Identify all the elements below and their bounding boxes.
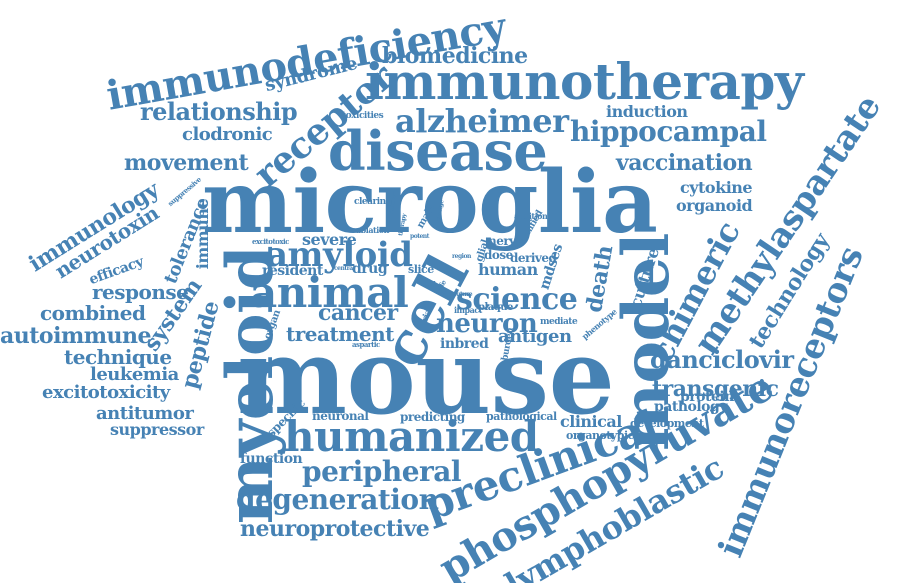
word-slice: slice — [408, 263, 434, 276]
word-biomedicine: biomedicine — [382, 43, 528, 69]
word-central: central — [334, 265, 355, 272]
word-toll: toll — [426, 281, 436, 288]
word-nerve: nerve — [488, 234, 523, 248]
word-impact: impact — [454, 305, 482, 315]
word-human: human — [478, 260, 538, 279]
word-hippocampal: hippocampal — [570, 115, 767, 148]
word-cytokine: cytokine — [680, 178, 753, 197]
word-vaccination: vaccination — [616, 150, 753, 176]
word-peripheral: peripheral — [302, 455, 462, 488]
word-combined: combined — [40, 301, 146, 325]
word-mediate: mediate — [540, 317, 578, 327]
word-cancer: cancer — [318, 300, 398, 326]
word-mouse: mouse — [237, 315, 615, 438]
word-pathology: pathology — [654, 399, 727, 415]
word-resident: resident — [262, 263, 323, 279]
word-treatment: treatment — [286, 322, 394, 346]
word-organotypic: organotypic — [566, 429, 634, 442]
word-aspartic: aspartic — [352, 340, 380, 349]
word-excitotoxic: excitotoxic — [252, 237, 289, 246]
word-inbred: inbred — [440, 336, 489, 352]
word-development: development — [630, 417, 704, 430]
word-neuronal: neuronal — [312, 409, 369, 423]
word-immunotherapy: immunotherapy — [365, 52, 804, 111]
word-pathological: pathological — [486, 410, 557, 423]
word-immune: immune — [193, 198, 213, 270]
word-predicting: predicting — [400, 410, 465, 424]
word-movement: movement — [124, 150, 249, 176]
word-severe: severe — [302, 230, 357, 249]
word-amyloid: amyloid — [266, 235, 413, 275]
word-antigen: antigen — [498, 326, 572, 347]
word-neuron: neuron — [436, 309, 538, 339]
word-organoid: organoid — [676, 196, 753, 215]
word-induction: induction — [606, 102, 688, 121]
word-disease: disease — [328, 119, 548, 183]
word-region: region — [452, 253, 471, 260]
word-leukemia: leukemia — [90, 364, 179, 385]
word-science: science — [456, 282, 578, 317]
word-transgenic: transgenic — [652, 376, 779, 402]
word-function: function — [240, 451, 303, 467]
word-clearing: clearing — [354, 197, 392, 207]
word-antitumor: antitumor — [96, 403, 194, 424]
word-neuroprotective: neuroprotective — [240, 516, 430, 542]
word-drug: drug — [352, 261, 388, 277]
word-plaque: plaque — [478, 302, 513, 313]
word-additional: additional — [514, 211, 555, 221]
word-dose: dose — [484, 248, 513, 262]
word-derived: derived — [510, 251, 557, 265]
word-response: response — [92, 280, 189, 304]
word-clinical: clinical — [560, 412, 622, 431]
word-microglia: microglia — [202, 152, 658, 253]
word-like: like — [436, 289, 447, 296]
word-clodronic: clodronic — [182, 124, 273, 145]
word-protein: protein — [680, 389, 734, 405]
word-degeneration: degeneration — [236, 483, 439, 516]
word-humanized: humanized — [284, 412, 539, 461]
word-animal: animal — [250, 268, 409, 317]
word-ablation: ablation — [356, 225, 389, 235]
word-potent: potent — [410, 233, 429, 240]
word-suppressor: suppressor — [110, 420, 204, 439]
word-relationship: relationship — [140, 97, 298, 126]
word-ganciclovir: ganciclovir — [650, 345, 794, 374]
word-autoimmune: autoimmune — [0, 323, 152, 349]
word-technique: technique — [64, 345, 172, 369]
word-alzheimer: alzheimer — [395, 102, 569, 140]
word-excitotoxicity: excitotoxicity — [42, 382, 170, 403]
word-toxicities: toxicities — [342, 111, 384, 121]
word-future: future — [454, 291, 473, 298]
